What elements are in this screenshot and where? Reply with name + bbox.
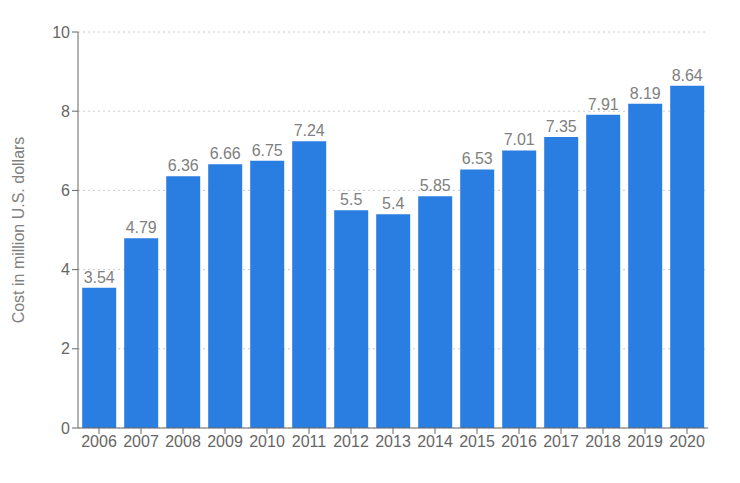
svg-text:5.85: 5.85 [420,177,451,194]
svg-text:4.79: 4.79 [126,219,157,236]
svg-text:2016: 2016 [501,433,537,450]
svg-text:2006: 2006 [81,433,117,450]
svg-text:5.4: 5.4 [382,195,404,212]
svg-text:6: 6 [61,182,70,199]
svg-text:2012: 2012 [333,433,369,450]
svg-text:2020: 2020 [669,433,705,450]
svg-text:6.36: 6.36 [168,157,199,174]
svg-text:6.53: 6.53 [462,150,493,167]
svg-text:2014: 2014 [417,433,453,450]
svg-text:2015: 2015 [459,433,495,450]
svg-text:2008: 2008 [165,433,201,450]
svg-text:4: 4 [61,261,70,278]
svg-text:Cost in million U.S. dollars: Cost in million U.S. dollars [10,137,27,324]
svg-text:8.64: 8.64 [672,67,703,84]
svg-text:2009: 2009 [207,433,243,450]
svg-text:10: 10 [52,24,70,41]
svg-text:7.91: 7.91 [588,96,619,113]
svg-text:2017: 2017 [543,433,579,450]
svg-text:2010: 2010 [249,433,285,450]
svg-text:2007: 2007 [123,433,159,450]
svg-text:5.5: 5.5 [340,191,362,208]
svg-text:2019: 2019 [627,433,663,450]
svg-text:7.35: 7.35 [546,118,577,135]
svg-text:2018: 2018 [585,433,621,450]
svg-text:2: 2 [61,340,70,357]
svg-text:7.01: 7.01 [504,131,535,148]
svg-text:6.75: 6.75 [252,142,283,159]
svg-text:2013: 2013 [375,433,411,450]
svg-text:6.66: 6.66 [210,145,241,162]
svg-text:0: 0 [61,420,70,437]
svg-text:8: 8 [61,103,70,120]
svg-text:7.24: 7.24 [294,122,325,139]
svg-text:3.54: 3.54 [84,269,115,286]
svg-text:2011: 2011 [292,433,327,450]
svg-text:8.19: 8.19 [630,85,661,102]
